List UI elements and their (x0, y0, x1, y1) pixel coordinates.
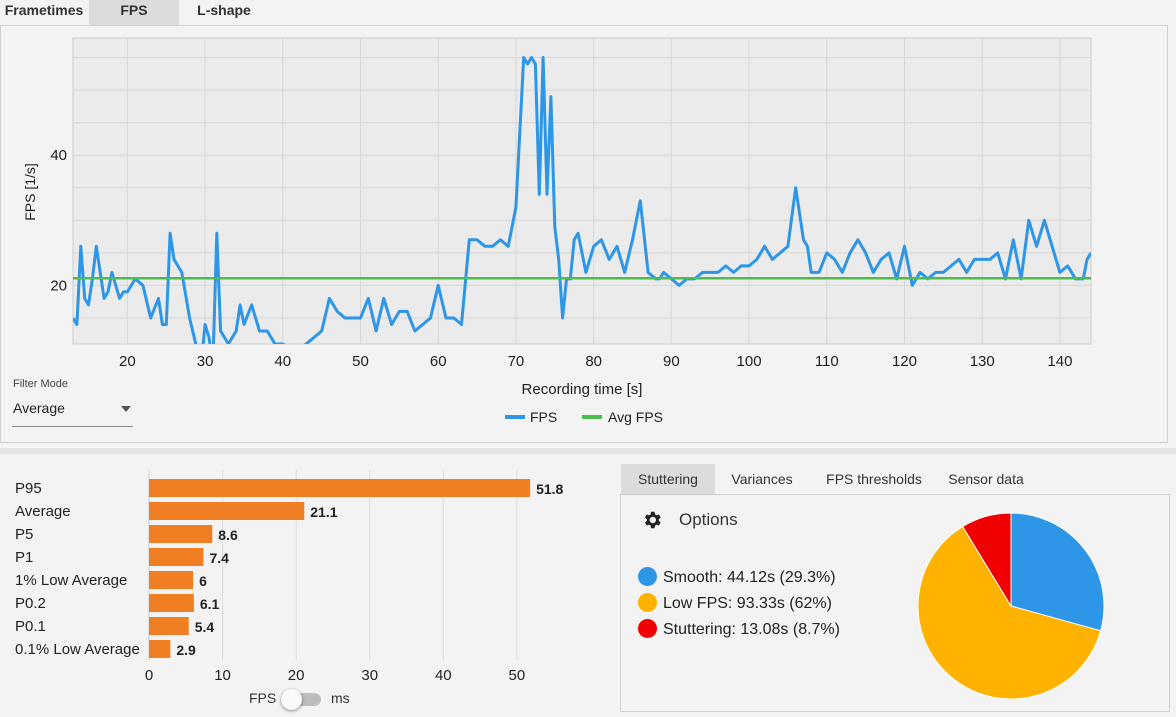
x-tick-label: 70 (508, 353, 525, 370)
bar-value-label: 21.1 (310, 504, 337, 520)
top-tab-bar: Frametimes FPS L-shape (0, 0, 1176, 25)
bar-category-label: P5 (15, 526, 33, 543)
bar-x-ticks: 0 10 20 30 40 50 (145, 667, 525, 684)
tab-fps-thresholds[interactable]: FPS thresholds (826, 471, 922, 487)
bar-value-labels: 51.8 21.1 8.6 7.46 6.1 5.4 2.9 (176, 481, 563, 658)
bar-value-label: 5.4 (195, 619, 215, 635)
bar-category-labels: P95 Average P5 P1 1% Low Average P0.2 P0.1 0.1%… (15, 480, 140, 658)
bar (149, 640, 171, 658)
toggle-fps-label: FPS (249, 690, 277, 706)
x-tick-label: 50 (352, 353, 369, 370)
bar-value-label: 6 (199, 573, 207, 589)
pie-slice-stuttering (961, 512, 1012, 608)
bar (149, 502, 305, 520)
bar-category-label: Average (15, 503, 71, 520)
bar (149, 479, 531, 497)
fps-series-line (73, 56, 1091, 344)
bar-x-tick-label: 20 (288, 667, 305, 684)
bar (149, 548, 204, 566)
series-lines (73, 56, 1091, 344)
y-tick-label: 20 (50, 277, 67, 294)
fps-chart-panel: 20 30 40 50 60 70 80 90 100 110 120 130 140 20 40 Rec… (0, 25, 1168, 443)
smooth-dot-icon (638, 567, 657, 586)
bar-category-label: 1% Low Average (15, 572, 127, 589)
bar (149, 594, 194, 612)
x-tick-label: 110 (815, 353, 839, 370)
x-tick-label: 100 (737, 353, 762, 370)
y-tick-label: 40 (50, 147, 67, 164)
bar-value-label: 2.9 (176, 642, 196, 658)
stuttering-dot-icon (638, 619, 657, 638)
chart-legend: FPS Avg FPS (505, 409, 663, 425)
tab-variances[interactable]: Variances (731, 471, 793, 487)
smooth-text: Smooth: 44.12s (29.3%) (663, 569, 836, 586)
bar-value-label: 51.8 (536, 481, 563, 497)
x-tick-label: 130 (970, 353, 995, 370)
pie-slice-smooth (1010, 512, 1105, 632)
legend-low-fps: Low FPS: 93.33s (62%) (638, 593, 832, 613)
bar-category-label: P95 (15, 480, 42, 497)
low-fps-dot-icon (638, 593, 657, 612)
x-tick-label: 60 (430, 353, 447, 370)
bar-category-label: P0.1 (15, 618, 46, 635)
plot-area (72, 37, 1092, 345)
tab-sensor-data[interactable]: Sensor data (948, 471, 1024, 487)
legend-avg-label: Avg FPS (608, 409, 663, 425)
filter-mode-select[interactable]: Average (12, 398, 133, 427)
x-axis-ticks: 20 30 40 50 60 70 80 90 100 110 120 130 140 (119, 353, 1072, 370)
bar-category-label: P1 (15, 549, 33, 566)
x-tick-label: 90 (663, 353, 680, 370)
bar-x-tick-label: 40 (435, 667, 452, 684)
chevron-down-icon (121, 406, 131, 412)
tab-fps[interactable]: FPS (89, 0, 179, 25)
bar-x-tick-label: 10 (214, 667, 231, 684)
x-tick-label: 20 (119, 353, 136, 370)
tab-stuttering[interactable]: Stuttering (621, 464, 715, 494)
panel-separator (0, 448, 1176, 454)
bar-value-label: 6.1 (200, 596, 220, 612)
x-tick-label: 30 (197, 353, 214, 370)
bar-x-tick-label: 50 (509, 667, 526, 684)
filter-mode-value: Average (13, 400, 65, 416)
gear-icon (644, 511, 661, 529)
options-label: Options (679, 510, 738, 529)
grid-lines (73, 38, 1091, 344)
low-fps-text: Low FPS: 93.33s (62%) (663, 595, 832, 612)
metrics-bar-chart: P95 Average P5 P1 1% Low Average P0.2 P0.1 0.1%… (15, 470, 564, 684)
bar-x-tick-label: 0 (145, 667, 153, 684)
tab-frametimes[interactable]: Frametimes (4, 2, 84, 18)
toggle-knob[interactable] (281, 689, 302, 710)
bar-value-label: 7.4 (209, 550, 229, 566)
legend-stuttering: Stuttering: 13.08s (8.7%) (638, 619, 840, 639)
stuttering-panel: Options Smooth: 44.12s (29.3%) Low FPS: … (620, 494, 1170, 712)
legend-fps-label: FPS (530, 409, 557, 425)
x-tick-label: 40 (274, 353, 291, 370)
bar (149, 525, 213, 543)
pie-slice-low-fps (917, 525, 1102, 700)
bar-x-tick-label: 30 (361, 667, 378, 684)
bar-category-label: 0.1% Low Average (15, 641, 140, 658)
bar-value-label: 8.6 (218, 527, 238, 543)
bar (149, 617, 189, 635)
x-tick-label: 80 (585, 353, 602, 370)
toggle-ms-label: ms (331, 690, 350, 706)
y-axis-label: FPS [1/s] (22, 163, 38, 221)
legend-fps-swatch (505, 415, 525, 419)
legend-smooth: Smooth: 44.12s (29.3%) (638, 567, 836, 587)
bar-marks (149, 479, 531, 658)
bar-category-label: P0.2 (15, 595, 46, 612)
filter-mode-label: Filter Mode (13, 378, 69, 390)
x-tick-label: 140 (1047, 353, 1072, 370)
legend-avg-swatch (582, 415, 602, 419)
tab-l-shape[interactable]: L-shape (197, 2, 251, 18)
x-axis-label: Recording time [s] (522, 381, 643, 398)
bar (149, 571, 194, 589)
x-tick-label: 120 (892, 353, 917, 370)
stuttering-text: Stuttering: 13.08s (8.7%) (663, 621, 840, 638)
stuttering-pie-chart (917, 512, 1105, 700)
metrics-bar-panel: P95 Average P5 P1 1% Low Average P0.2 P0.1 0.1%… (0, 456, 610, 712)
